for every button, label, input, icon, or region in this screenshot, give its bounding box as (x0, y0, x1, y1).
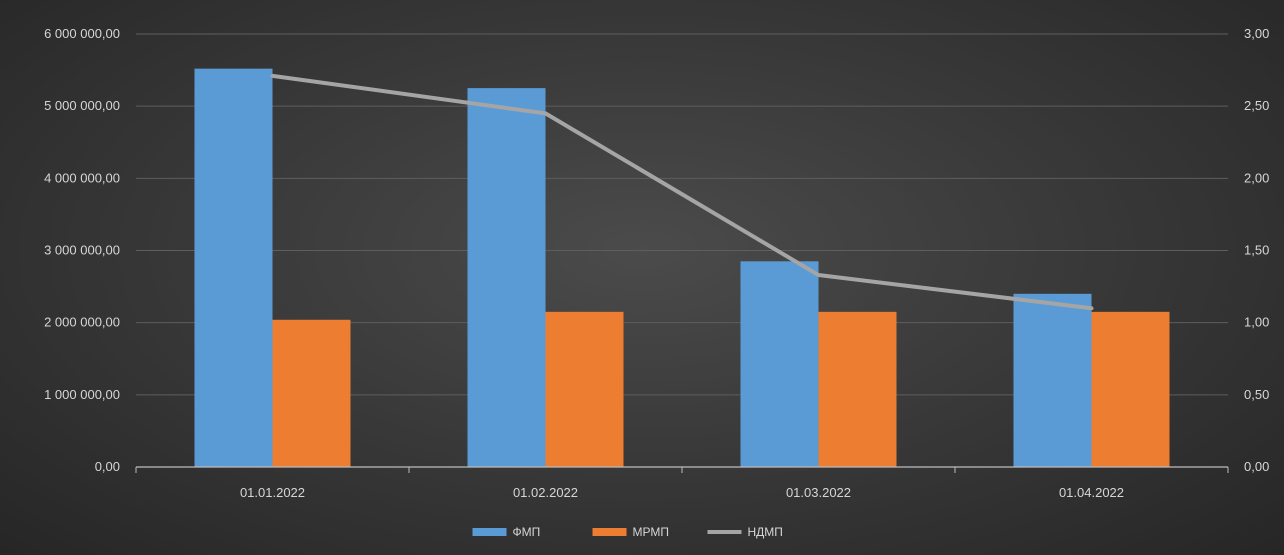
bar-fmp (467, 88, 546, 467)
right-axis-tick-label: 1,00 (1244, 315, 1269, 330)
legend-swatch (472, 528, 507, 536)
left-axis-tick-label: 6 000 000,00 (44, 26, 120, 41)
right-axis-tick-label: 1,50 (1244, 243, 1269, 258)
bar-fmp (194, 68, 273, 467)
axes (135, 466, 1229, 473)
bar-mrmp (1091, 311, 1170, 467)
right-axis-ticks: 0,00 0,50 1,00 1,50 2,00 2,50 3,00 (1244, 26, 1269, 474)
legend-label: ФМП (513, 525, 541, 539)
bar-mrmp (545, 311, 624, 467)
line-ndmp (270, 73, 1094, 311)
right-axis-tick-label: 0,00 (1244, 459, 1269, 474)
category-label: 01.03.2022 (786, 485, 851, 500)
legend-swatch (592, 528, 627, 536)
category-label: 01.04.2022 (1059, 485, 1124, 500)
bar-mrmp (272, 319, 351, 467)
left-axis-tick-label: 0,00 (95, 459, 120, 474)
legend: ФМП МРМП НДМП (472, 525, 783, 539)
category-labels: 01.01.2022 01.02.2022 01.03.2022 01.04.2022 (240, 485, 1124, 500)
bar-fmp (740, 261, 819, 467)
bar-mrmp (818, 311, 897, 467)
legend-label: НДМП (748, 525, 783, 539)
right-axis-tick-label: 3,00 (1244, 26, 1269, 41)
right-axis-tick-label: 0,50 (1244, 387, 1269, 402)
left-axis-tick-label: 3 000 000,00 (44, 243, 120, 258)
legend-label: МРМП (633, 525, 670, 539)
left-axis-tick-label: 1 000 000,00 (44, 387, 120, 402)
right-axis-tick-label: 2,00 (1244, 170, 1269, 185)
left-axis-tick-label: 5 000 000,00 (44, 98, 120, 113)
left-axis-ticks: 0,00 1 000 000,00 2 000 000,00 3 000 000,00… (44, 26, 120, 474)
category-label: 01.01.2022 (240, 485, 305, 500)
bar-fmp (1013, 293, 1092, 467)
right-axis-tick-label: 2,50 (1244, 98, 1269, 113)
bars (194, 68, 1170, 467)
left-axis-tick-label: 2 000 000,00 (44, 315, 120, 330)
line-series (270, 73, 1094, 311)
category-label: 01.02.2022 (513, 485, 578, 500)
left-axis-tick-label: 4 000 000,00 (44, 170, 120, 185)
